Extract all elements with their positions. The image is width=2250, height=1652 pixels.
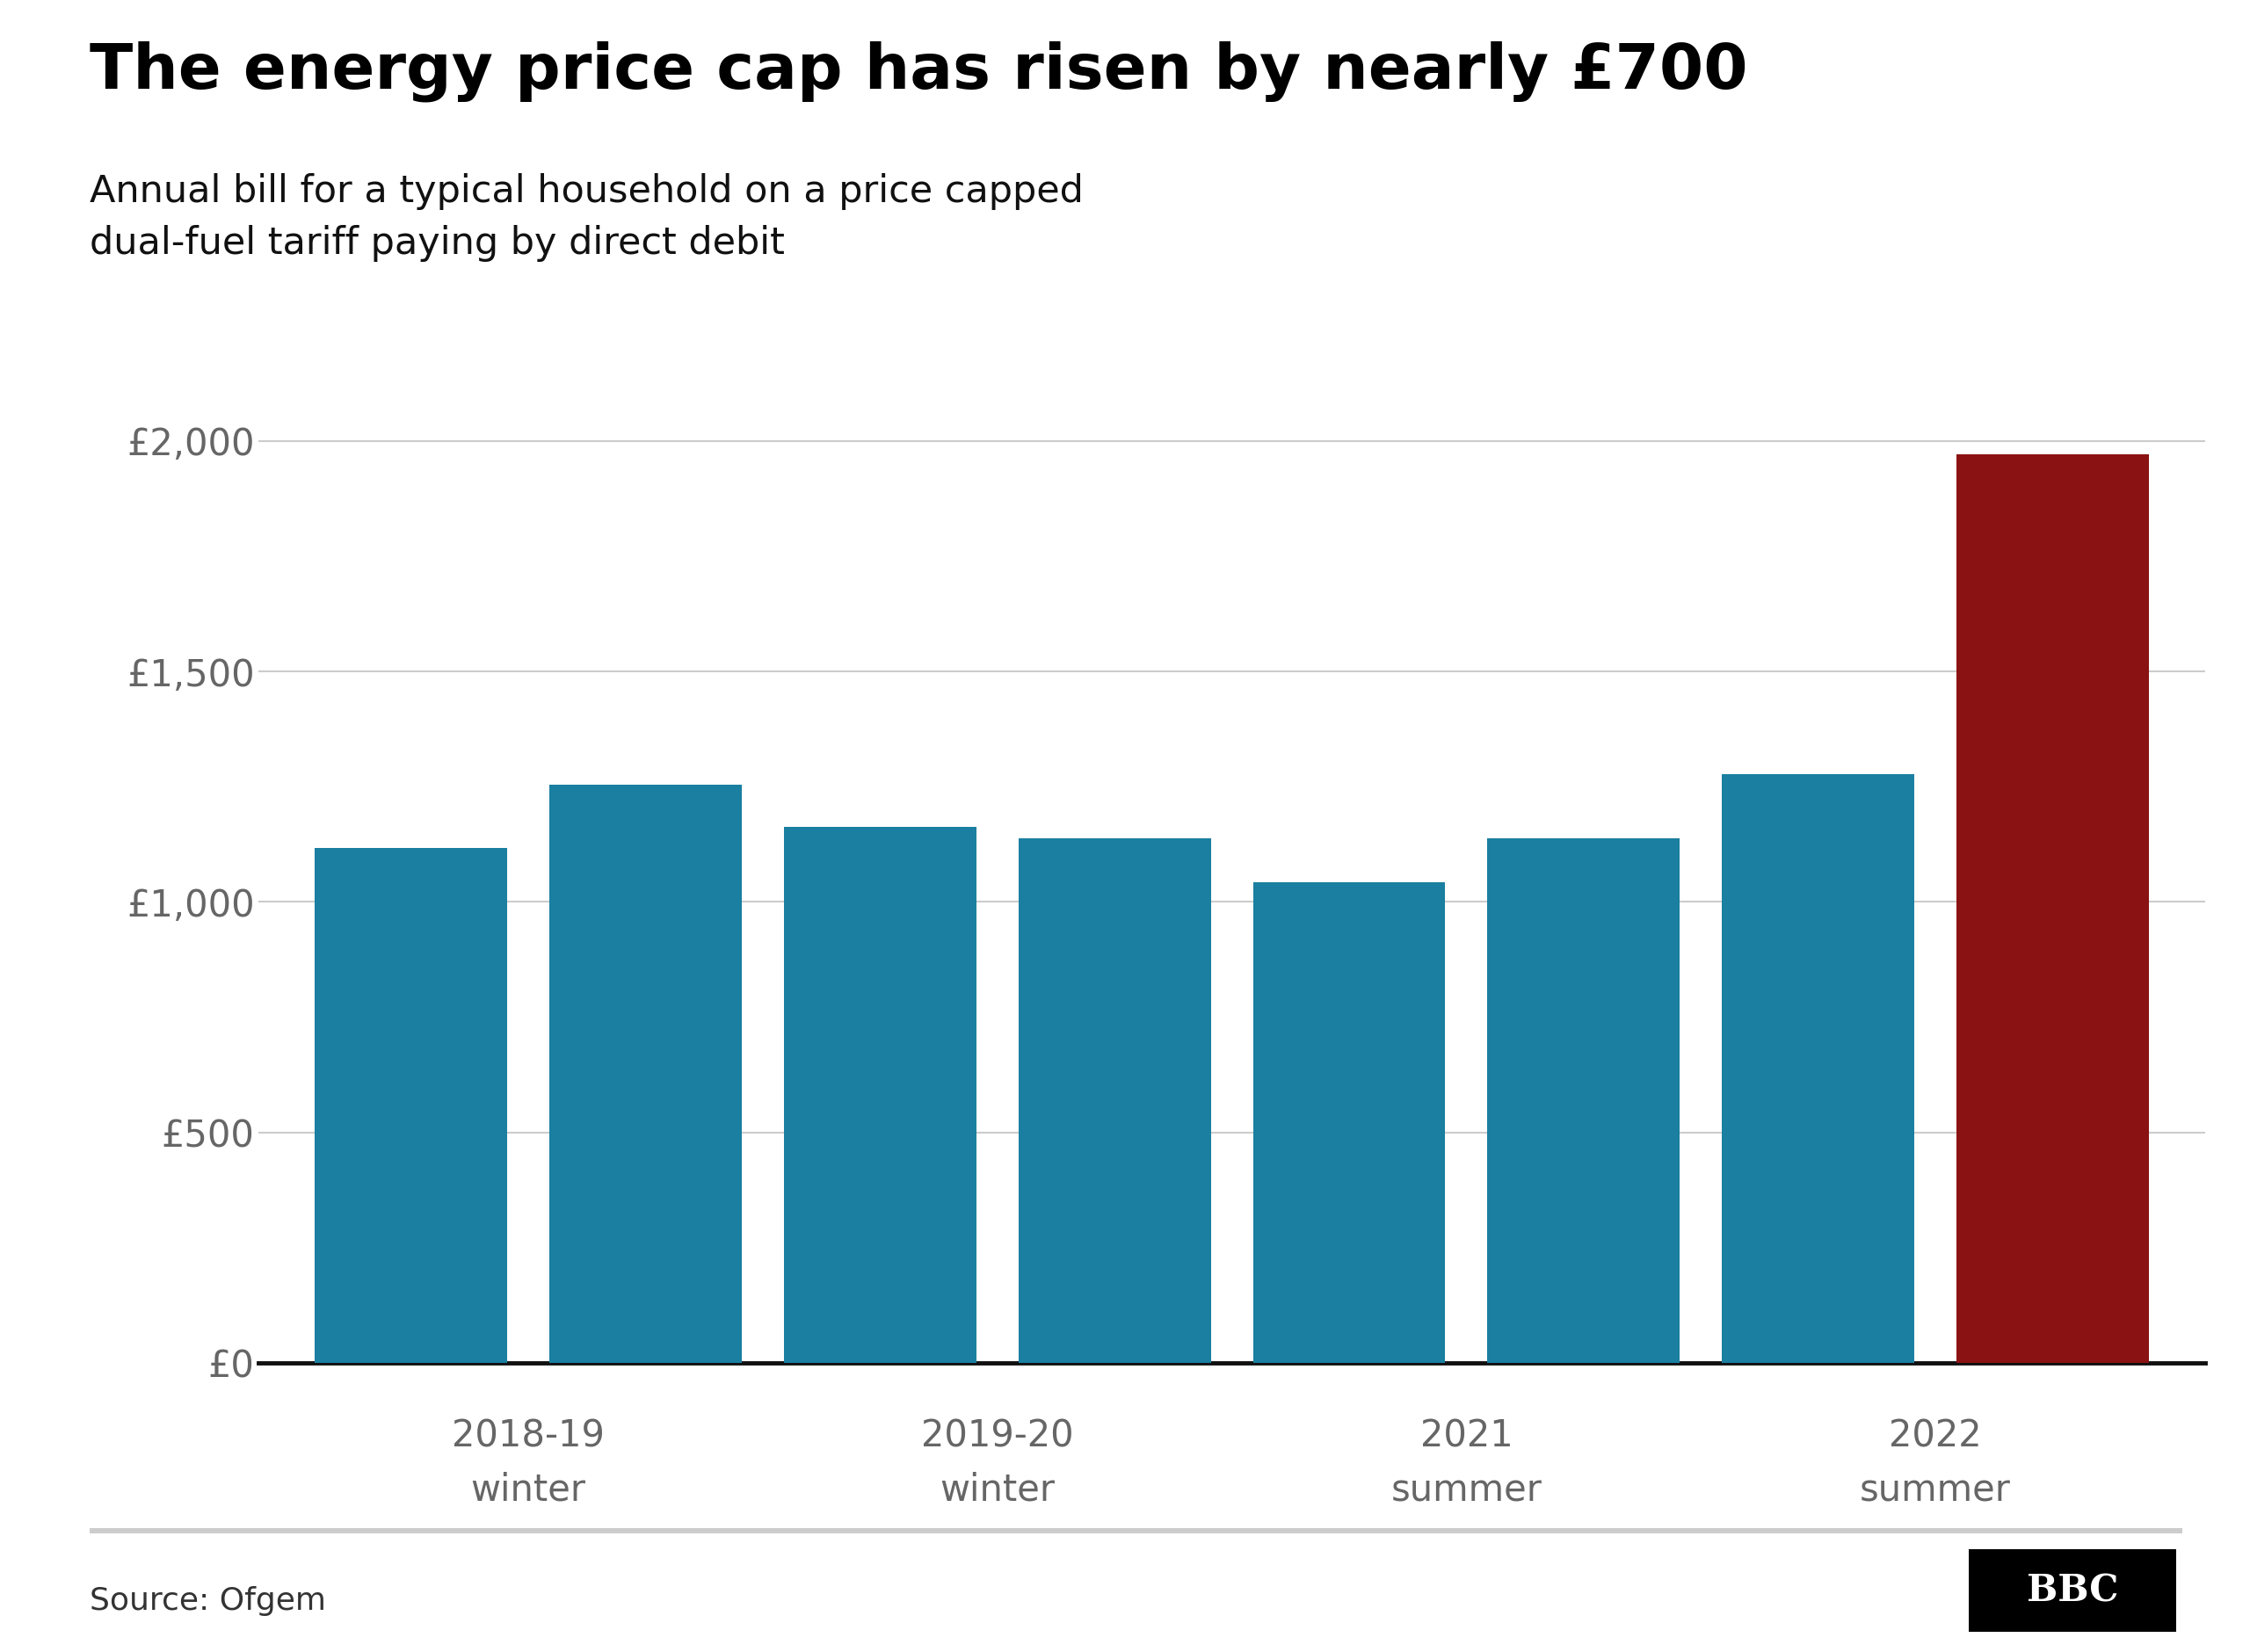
Text: Source: Ofgem: Source: Ofgem — [90, 1586, 326, 1616]
Text: Annual bill for a typical household on a price capped
dual-fuel tariff paying by: Annual bill for a typical household on a… — [90, 173, 1084, 261]
Text: BBC: BBC — [2027, 1573, 2117, 1609]
Text: 2018-19: 2018-19 — [452, 1417, 605, 1455]
Bar — [1957, 454, 2149, 1363]
Bar — [1721, 775, 1915, 1363]
Bar — [549, 785, 743, 1363]
Text: summer: summer — [1861, 1472, 2012, 1508]
Text: The energy price cap has risen by nearly £700: The energy price cap has risen by nearly… — [90, 41, 1748, 102]
Text: winter: winter — [470, 1472, 585, 1508]
Bar — [315, 847, 506, 1363]
Text: summer: summer — [1390, 1472, 1541, 1508]
Bar — [783, 828, 976, 1363]
Text: 2019-20: 2019-20 — [920, 1417, 1073, 1455]
Text: 2022: 2022 — [1890, 1417, 1982, 1455]
Bar — [1019, 838, 1211, 1363]
Bar — [1253, 882, 1444, 1363]
Text: 2021: 2021 — [1420, 1417, 1512, 1455]
Text: winter: winter — [940, 1472, 1055, 1508]
Bar — [1487, 838, 1681, 1363]
